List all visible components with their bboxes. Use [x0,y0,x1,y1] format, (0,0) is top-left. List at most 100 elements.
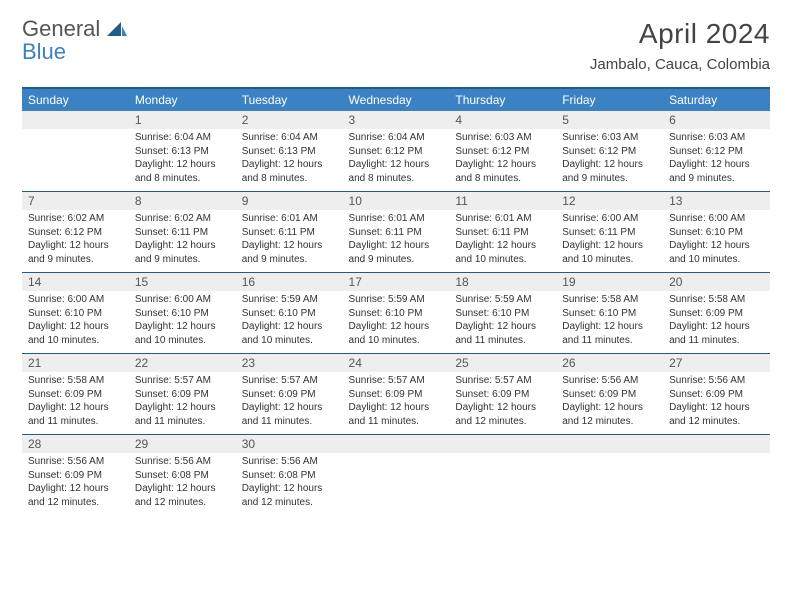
col-tuesday: Tuesday [236,88,343,111]
day-detail-cell: Sunrise: 5:57 AMSunset: 6:09 PMDaylight:… [449,372,556,435]
sunset-text: Sunset: 6:10 PM [135,307,230,321]
sunrise-text: Sunrise: 5:58 AM [669,293,764,307]
sunrise-text: Sunrise: 5:56 AM [28,455,123,469]
daylight-text: Daylight: 12 hours and 11 minutes. [28,401,123,428]
day-detail-row: Sunrise: 6:00 AMSunset: 6:10 PMDaylight:… [22,291,770,354]
sunset-text: Sunset: 6:09 PM [669,388,764,402]
day-detail-cell [22,129,129,192]
sunset-text: Sunset: 6:13 PM [135,145,230,159]
month-title: April 2024 [590,18,770,50]
sunset-text: Sunset: 6:09 PM [455,388,550,402]
sunset-text: Sunset: 6:11 PM [455,226,550,240]
sunrise-text: Sunrise: 6:01 AM [349,212,444,226]
sunrise-text: Sunrise: 5:57 AM [242,374,337,388]
day-detail-cell: Sunrise: 5:56 AMSunset: 6:09 PMDaylight:… [22,453,129,515]
sunset-text: Sunset: 6:09 PM [242,388,337,402]
day-number-cell: 11 [449,192,556,210]
day-number-cell: 3 [343,111,450,129]
sunrise-text: Sunrise: 5:57 AM [455,374,550,388]
sunset-text: Sunset: 6:09 PM [562,388,657,402]
sunset-text: Sunset: 6:11 PM [349,226,444,240]
daylight-text: Daylight: 12 hours and 9 minutes. [28,239,123,266]
day-number-cell: 14 [22,273,129,291]
daylight-text: Daylight: 12 hours and 10 minutes. [455,239,550,266]
day-number-cell: 10 [343,192,450,210]
sunset-text: Sunset: 6:10 PM [455,307,550,321]
day-detail-row: Sunrise: 5:58 AMSunset: 6:09 PMDaylight:… [22,372,770,435]
daylight-text: Daylight: 12 hours and 10 minutes. [135,320,230,347]
daylight-text: Daylight: 12 hours and 12 minutes. [28,482,123,509]
sunrise-text: Sunrise: 6:04 AM [135,131,230,145]
day-number-cell: 6 [663,111,770,129]
daylight-text: Daylight: 12 hours and 10 minutes. [242,320,337,347]
day-detail-row: Sunrise: 5:56 AMSunset: 6:09 PMDaylight:… [22,453,770,515]
day-detail-cell [556,453,663,515]
sunset-text: Sunset: 6:11 PM [242,226,337,240]
day-detail-cell [343,453,450,515]
day-number-cell: 5 [556,111,663,129]
day-number-cell: 9 [236,192,343,210]
day-number-row: 14151617181920 [22,273,770,291]
sunset-text: Sunset: 6:08 PM [135,469,230,483]
day-number-cell: 23 [236,354,343,372]
day-detail-cell: Sunrise: 5:57 AMSunset: 6:09 PMDaylight:… [343,372,450,435]
sunset-text: Sunset: 6:12 PM [28,226,123,240]
daylight-text: Daylight: 12 hours and 12 minutes. [455,401,550,428]
day-detail-cell [449,453,556,515]
daylight-text: Daylight: 12 hours and 8 minutes. [455,158,550,185]
day-number-cell: 26 [556,354,663,372]
day-detail-cell: Sunrise: 5:56 AMSunset: 6:08 PMDaylight:… [129,453,236,515]
day-detail-row: Sunrise: 6:02 AMSunset: 6:12 PMDaylight:… [22,210,770,273]
day-detail-cell: Sunrise: 5:56 AMSunset: 6:09 PMDaylight:… [663,372,770,435]
day-number-cell: 2 [236,111,343,129]
daylight-text: Daylight: 12 hours and 10 minutes. [28,320,123,347]
header-right: April 2024 Jambalo, Cauca, Colombia [590,18,770,73]
day-detail-cell: Sunrise: 5:56 AMSunset: 6:09 PMDaylight:… [556,372,663,435]
day-detail-cell: Sunrise: 5:59 AMSunset: 6:10 PMDaylight:… [343,291,450,354]
daylight-text: Daylight: 12 hours and 9 minutes. [669,158,764,185]
sunset-text: Sunset: 6:09 PM [28,388,123,402]
sunrise-text: Sunrise: 6:00 AM [669,212,764,226]
day-detail-cell: Sunrise: 5:59 AMSunset: 6:10 PMDaylight:… [449,291,556,354]
day-number-cell [449,435,556,453]
day-detail-cell: Sunrise: 5:59 AMSunset: 6:10 PMDaylight:… [236,291,343,354]
day-detail-cell: Sunrise: 6:00 AMSunset: 6:10 PMDaylight:… [129,291,236,354]
sunrise-text: Sunrise: 5:59 AM [455,293,550,307]
col-monday: Monday [129,88,236,111]
day-number-cell: 16 [236,273,343,291]
day-detail-cell: Sunrise: 6:02 AMSunset: 6:12 PMDaylight:… [22,210,129,273]
daylight-text: Daylight: 12 hours and 12 minutes. [135,482,230,509]
sunrise-text: Sunrise: 6:00 AM [135,293,230,307]
col-wednesday: Wednesday [343,88,450,111]
day-number-row: 282930 [22,435,770,453]
day-detail-cell: Sunrise: 6:04 AMSunset: 6:13 PMDaylight:… [236,129,343,192]
day-number-row: 21222324252627 [22,354,770,372]
sunrise-text: Sunrise: 5:57 AM [135,374,230,388]
day-number-cell: 30 [236,435,343,453]
day-detail-cell: Sunrise: 6:01 AMSunset: 6:11 PMDaylight:… [343,210,450,273]
day-detail-cell: Sunrise: 6:00 AMSunset: 6:11 PMDaylight:… [556,210,663,273]
daylight-text: Daylight: 12 hours and 11 minutes. [455,320,550,347]
brand-name-2: Blue [22,39,66,64]
calendar-body: 123456 Sunrise: 6:04 AMSunset: 6:13 PMDa… [22,111,770,515]
day-number-cell: 18 [449,273,556,291]
sunrise-text: Sunrise: 6:02 AM [28,212,123,226]
daylight-text: Daylight: 12 hours and 10 minutes. [562,239,657,266]
day-number-cell: 8 [129,192,236,210]
day-number-cell: 27 [663,354,770,372]
day-detail-cell: Sunrise: 5:57 AMSunset: 6:09 PMDaylight:… [129,372,236,435]
sunset-text: Sunset: 6:12 PM [562,145,657,159]
sunrise-text: Sunrise: 5:56 AM [562,374,657,388]
day-number-cell: 21 [22,354,129,372]
day-number-cell: 4 [449,111,556,129]
sunset-text: Sunset: 6:09 PM [28,469,123,483]
day-number-cell: 20 [663,273,770,291]
sunrise-text: Sunrise: 6:02 AM [135,212,230,226]
sunrise-text: Sunrise: 5:59 AM [242,293,337,307]
daylight-text: Daylight: 12 hours and 10 minutes. [349,320,444,347]
day-detail-cell: Sunrise: 5:58 AMSunset: 6:10 PMDaylight:… [556,291,663,354]
daylight-text: Daylight: 12 hours and 8 minutes. [349,158,444,185]
daylight-text: Daylight: 12 hours and 11 minutes. [562,320,657,347]
day-detail-cell: Sunrise: 6:04 AMSunset: 6:13 PMDaylight:… [129,129,236,192]
sunset-text: Sunset: 6:10 PM [669,226,764,240]
